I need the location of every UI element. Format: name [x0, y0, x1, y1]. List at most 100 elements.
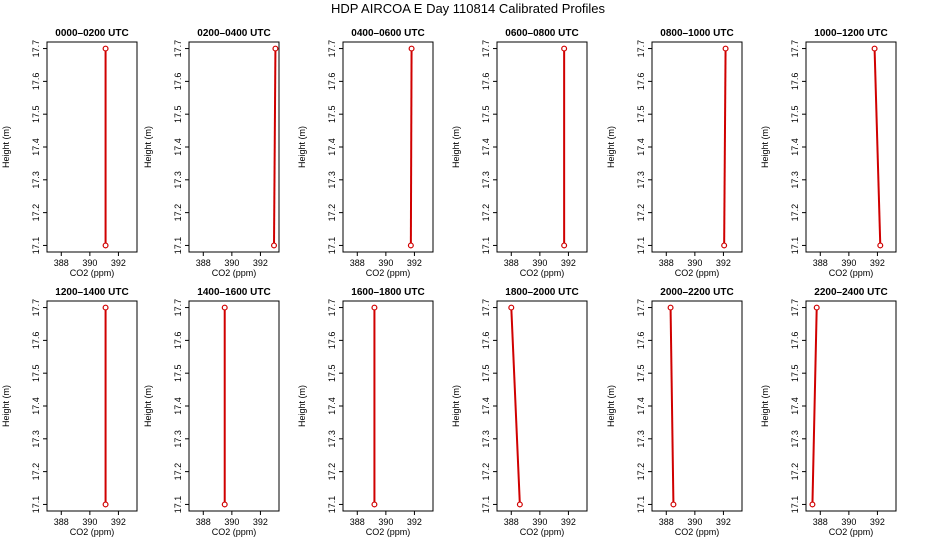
y-tick-label: 17.5: [790, 105, 800, 123]
panel-10: 1800–2000 UTC 388 390 392 17.1 17.2 17.3 17.4 17…: [451, 287, 588, 537]
y-tick-label: 17.7: [481, 40, 491, 58]
y-tick-label: 17.2: [790, 463, 800, 481]
y-tick-label: 17.6: [790, 73, 800, 91]
profile-line: [723, 48, 727, 246]
y-axis-label: Height (m): [1, 126, 11, 168]
y-tick-label: 17.2: [173, 204, 183, 222]
y-tick-label: 17.7: [327, 40, 337, 58]
y-tick-label: 17.4: [636, 138, 646, 156]
x-axis-label: CO2 (ppm): [675, 527, 720, 537]
y-tick-label: 17.2: [327, 463, 337, 481]
panel-7: 1200–1400 UTC 388 390 392 17.1 17.2 17.3 17.4 17…: [1, 287, 138, 537]
panel-5: 0800–1000 UTC 388 390 392 17.1 17.2 17.3 17.4 17…: [606, 28, 743, 278]
x-axis-label: CO2 (ppm): [212, 527, 257, 537]
profile-point: [561, 45, 568, 52]
profile-point: [221, 304, 228, 311]
y-tick-label: 17.4: [327, 397, 337, 415]
x-tick-label: 390: [532, 258, 547, 268]
y-tick-label: 17.3: [636, 171, 646, 189]
y-axis-label: Height (m): [760, 385, 770, 427]
y-tick-label: 17.5: [173, 364, 183, 382]
y-tick-label: 17.6: [636, 73, 646, 91]
y-tick-label: 17.6: [173, 332, 183, 350]
y-tick-label: 17.6: [31, 73, 41, 91]
profile-point: [407, 242, 414, 249]
y-axis-label: Height (m): [297, 385, 307, 427]
y-tick-label: 17.7: [173, 299, 183, 317]
profile-point: [371, 304, 378, 311]
y-tick-label: 17.7: [481, 299, 491, 317]
y-tick-label: 17.3: [173, 171, 183, 189]
panel-1: 0000–0200 UTC 388 390 392 17.1 17.2 17.3 17.4 17…: [1, 28, 138, 278]
x-tick-label: 390: [82, 517, 97, 527]
panel-title: 0000–0200 UTC: [55, 28, 128, 39]
x-tick-label: 392: [253, 258, 268, 268]
y-axis-label: Height (m): [606, 385, 616, 427]
y-tick-label: 17.1: [31, 496, 41, 514]
x-tick-label: 390: [224, 258, 239, 268]
x-axis-label: CO2 (ppm): [366, 268, 411, 278]
profile-point: [272, 45, 279, 52]
y-tick-label: 17.3: [327, 171, 337, 189]
y-tick-label: 17.3: [31, 171, 41, 189]
y-tick-label: 17.2: [327, 204, 337, 222]
y-tick-label: 17.3: [481, 430, 491, 448]
plot-frame: [46, 300, 138, 512]
y-tick-label: 17.5: [327, 364, 337, 382]
y-tick-label: 17.5: [31, 364, 41, 382]
y-tick-label: 17.1: [636, 237, 646, 255]
x-tick-label: 388: [196, 258, 211, 268]
y-tick-label: 17.3: [636, 430, 646, 448]
profile-point: [271, 242, 278, 249]
y-tick-label: 17.4: [790, 397, 800, 415]
x-tick-label: 392: [111, 258, 126, 268]
plot-frame: [342, 41, 434, 253]
x-tick-label: 390: [841, 517, 856, 527]
y-tick-label: 17.7: [31, 299, 41, 317]
panel-title: 2000–2200 UTC: [660, 287, 733, 298]
x-axis-label: CO2 (ppm): [70, 268, 115, 278]
panel-title: 0400–0600 UTC: [351, 28, 424, 39]
profile-point: [516, 501, 523, 508]
panel-4: 0600–0800 UTC 388 390 392 17.1 17.2 17.3 17.4 17…: [451, 28, 588, 278]
x-tick-label: 392: [870, 517, 885, 527]
profile-point: [221, 501, 228, 508]
profile-point: [877, 242, 884, 249]
y-tick-label: 17.3: [481, 171, 491, 189]
y-tick-label: 17.7: [636, 299, 646, 317]
panel-9: 1600–1800 UTC 388 390 392 17.1 17.2 17.3 17.4 17…: [297, 287, 434, 537]
x-tick-label: 392: [716, 517, 731, 527]
profile-line: [873, 48, 882, 246]
y-tick-label: 17.4: [31, 397, 41, 415]
plot-frame: [46, 41, 138, 253]
x-axis-label: CO2 (ppm): [212, 268, 257, 278]
x-tick-label: 390: [687, 517, 702, 527]
y-tick-label: 17.4: [173, 397, 183, 415]
x-tick-label: 392: [407, 517, 422, 527]
profile-line: [273, 48, 277, 246]
profile-point: [721, 242, 728, 249]
x-tick-label: 388: [54, 258, 69, 268]
plot-frame: [188, 300, 280, 512]
profile-point: [561, 242, 568, 249]
y-tick-label: 17.5: [481, 105, 491, 123]
panel-8: 1400–1600 UTC 388 390 392 17.1 17.2 17.3 17.4 17…: [143, 287, 280, 537]
profile-point: [871, 45, 878, 52]
profile-point: [508, 304, 515, 311]
x-tick-label: 390: [532, 517, 547, 527]
y-axis-label: Height (m): [760, 126, 770, 168]
x-tick-label: 388: [196, 517, 211, 527]
x-tick-label: 388: [504, 517, 519, 527]
y-tick-label: 17.3: [327, 430, 337, 448]
y-tick-label: 17.7: [173, 40, 183, 58]
plot-frame: [651, 41, 743, 253]
x-tick-label: 392: [716, 258, 731, 268]
y-axis-label: Height (m): [606, 126, 616, 168]
x-tick-label: 390: [378, 258, 393, 268]
y-tick-label: 17.5: [31, 105, 41, 123]
y-tick-label: 17.2: [31, 204, 41, 222]
y-tick-label: 17.5: [636, 364, 646, 382]
profile-point: [102, 45, 109, 52]
y-tick-label: 17.7: [790, 40, 800, 58]
